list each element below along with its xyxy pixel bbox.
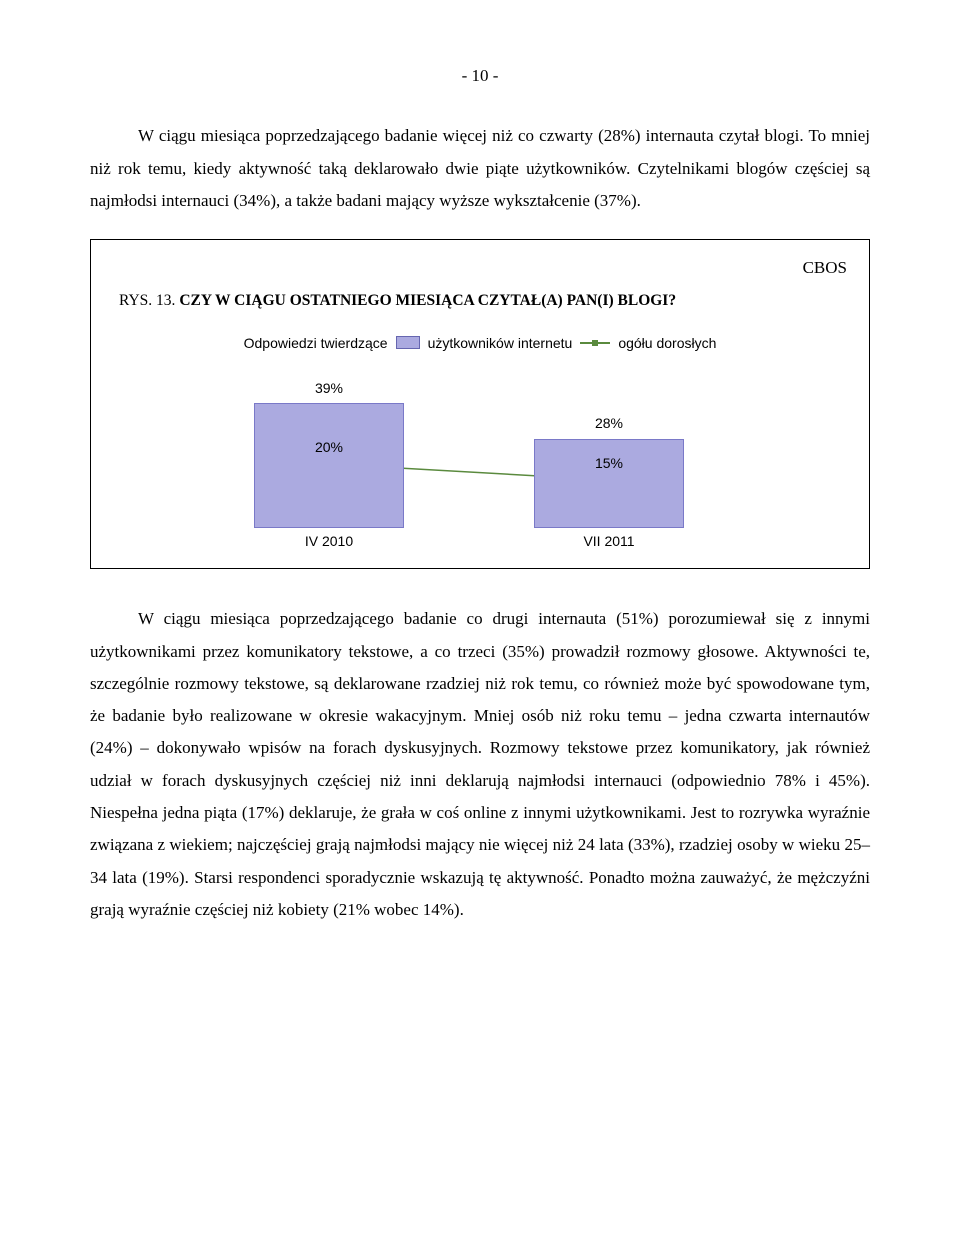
figure-title: RYS. 13. CZY W CIĄGU OSTATNIEGO MIESIĄCA… xyxy=(119,286,841,315)
legend-bar-label: użytkowników internetu xyxy=(428,330,573,357)
category-label: VII 2011 xyxy=(583,528,634,555)
cbos-label: CBOS xyxy=(803,252,847,284)
chart-legend: Odpowiedzi twierdzące użytkowników inter… xyxy=(119,330,841,357)
line-value-label: 15% xyxy=(595,450,623,477)
legend-line-label: ogółu dorosłych xyxy=(618,330,716,357)
bar-value-label: 28% xyxy=(595,410,623,437)
page-number: - 10 - xyxy=(90,60,870,92)
legend-prefix: Odpowiedzi twierdzące xyxy=(244,330,388,357)
chart-container: CBOS RYS. 13. CZY W CIĄGU OSTATNIEGO MIE… xyxy=(90,239,870,569)
chart-plot-area: 39% 20% IV 2010 28% 15% VII 2011 xyxy=(179,366,781,556)
figure-caption: CZY W CIĄGU OSTATNIEGO MIESIĄCA CZYTAŁ(A… xyxy=(179,292,676,309)
paragraph-1: W ciągu miesiąca poprzedzającego badanie… xyxy=(90,120,870,217)
legend-bar-swatch xyxy=(396,336,420,349)
bar-value-label: 39% xyxy=(315,375,343,402)
figure-number: RYS. 13. xyxy=(119,292,175,309)
paragraph-2: W ciągu miesiąca poprzedzającego badanie… xyxy=(90,603,870,926)
line-value-label: 20% xyxy=(315,434,343,461)
legend-line-swatch xyxy=(580,342,610,344)
category-label: IV 2010 xyxy=(305,528,353,555)
chart-bar xyxy=(254,403,404,528)
